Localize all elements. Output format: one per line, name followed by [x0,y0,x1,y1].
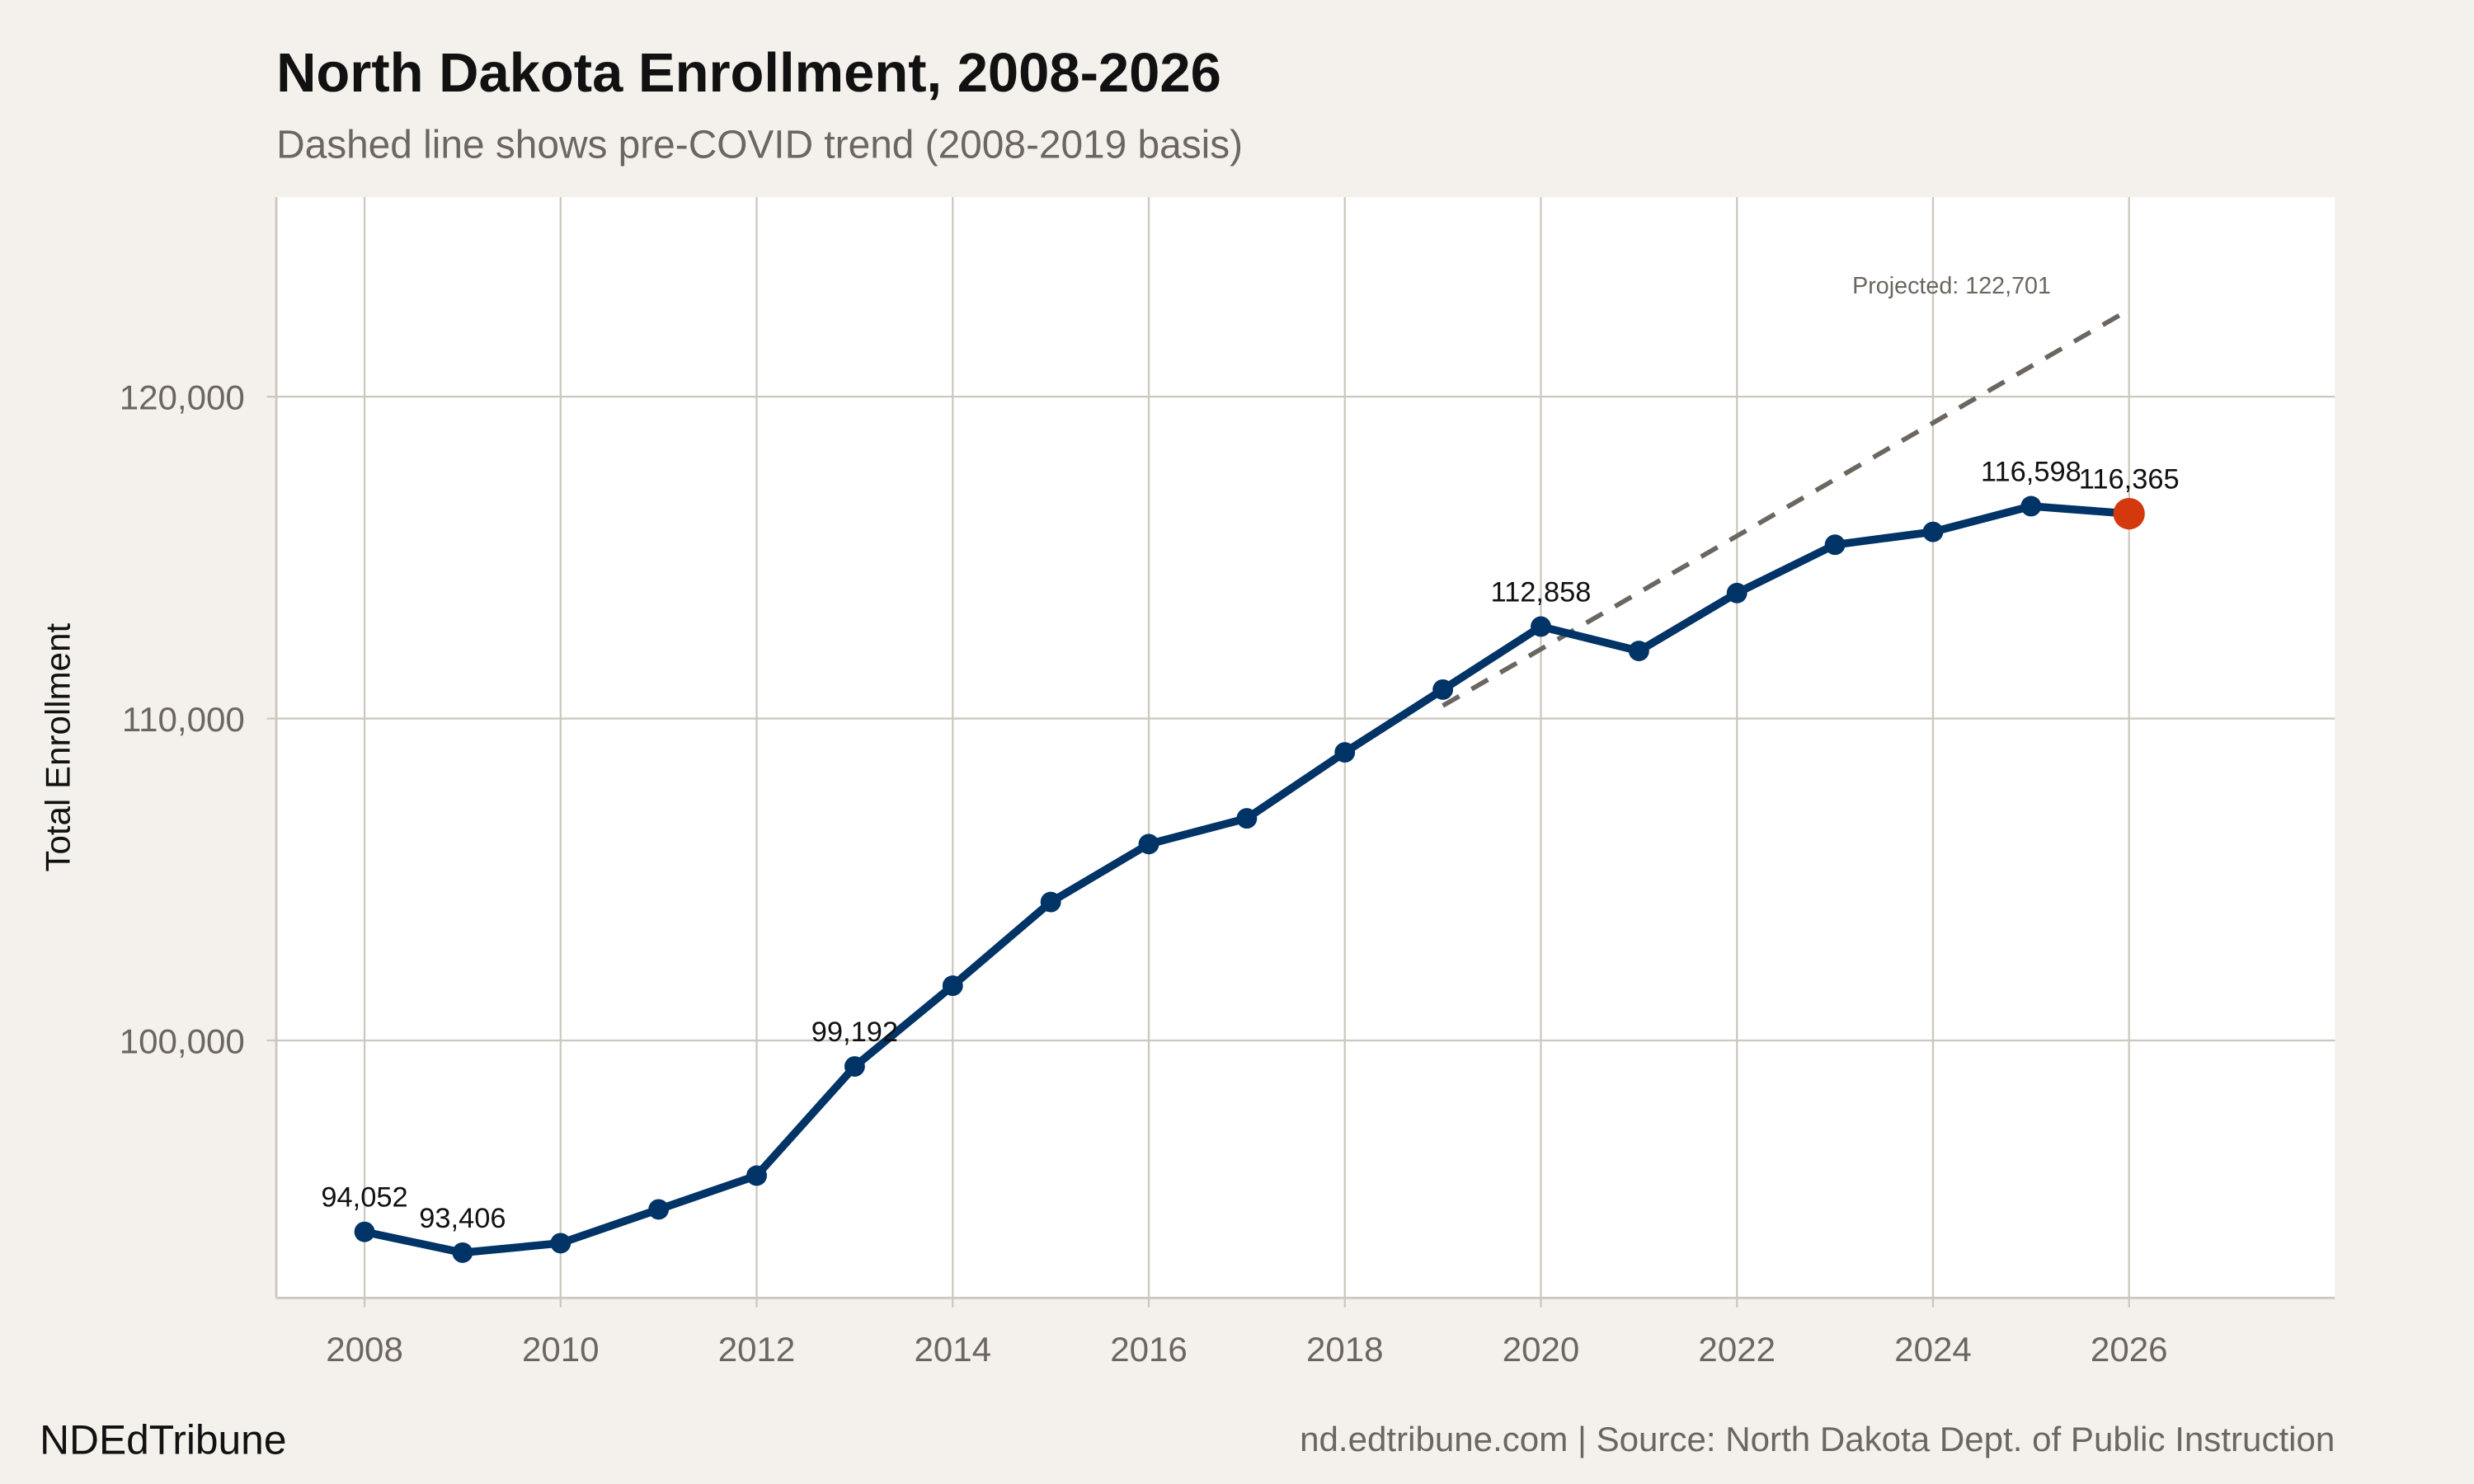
data-label: 112,858 [1491,576,1592,608]
y-tick-label: 120,000 [120,378,245,416]
x-tick-label: 2020 [1503,1330,1580,1369]
x-tick-label: 2016 [1110,1330,1188,1369]
series-group [354,495,2145,1263]
y-axis-label: Total Enrollment [38,623,77,872]
data-label: 99,192 [811,1017,898,1048]
chart-subtitle: Dashed line shows pre-COVID trend (2008-… [276,123,1243,167]
data-point [1824,534,1846,556]
data-label: 94,052 [321,1182,407,1214]
data-point [550,1233,571,1254]
data-point [844,1056,865,1077]
y-tick-label: 110,000 [122,700,245,739]
x-tick-label: 2026 [2091,1330,2168,1369]
x-tick-label: 2022 [1698,1330,1776,1369]
trend-annotation: Projected: 122,701 [1852,273,2051,299]
x-tick-label: 2014 [914,1330,991,1369]
brand-name: NDEdTribune [40,1417,286,1463]
x-tick-label: 2012 [718,1330,796,1369]
data-point [1531,616,1551,637]
data-point [1726,582,1747,603]
data-point [1628,641,1649,662]
data-point [1138,834,1159,855]
chart-title: North Dakota Enrollment, 2008-2026 [276,42,1221,104]
data-point [648,1199,670,1220]
plot-panel [276,197,2335,1298]
data-point [2020,495,2042,517]
data-point [942,975,963,997]
data-label: 116,598 [1981,456,2081,487]
data-point [1334,742,1356,763]
data-point [1236,808,1258,829]
data-label: 116,365 [2079,463,2180,495]
data-point [1432,679,1454,700]
x-tick-label: 2018 [1306,1330,1384,1369]
axis-ticks: 2008 2010 2012 2014 2016 2018 2020 2022 2024 2026… [120,378,2168,1368]
highlight-point [2113,497,2145,530]
data-point [354,1221,375,1242]
y-tick-label: 100,000 [120,1021,245,1060]
data-label: 93,406 [419,1203,506,1234]
x-tick-label: 2024 [1894,1330,1972,1369]
x-tick-label: 2010 [522,1330,600,1369]
data-point [1922,521,1944,542]
data-point [746,1165,767,1186]
data-point [452,1242,473,1263]
data-point [1040,891,1061,913]
x-tick-label: 2008 [326,1330,403,1369]
source-note: nd.edtribune.com | Source: North Dakota … [1300,1420,2335,1458]
